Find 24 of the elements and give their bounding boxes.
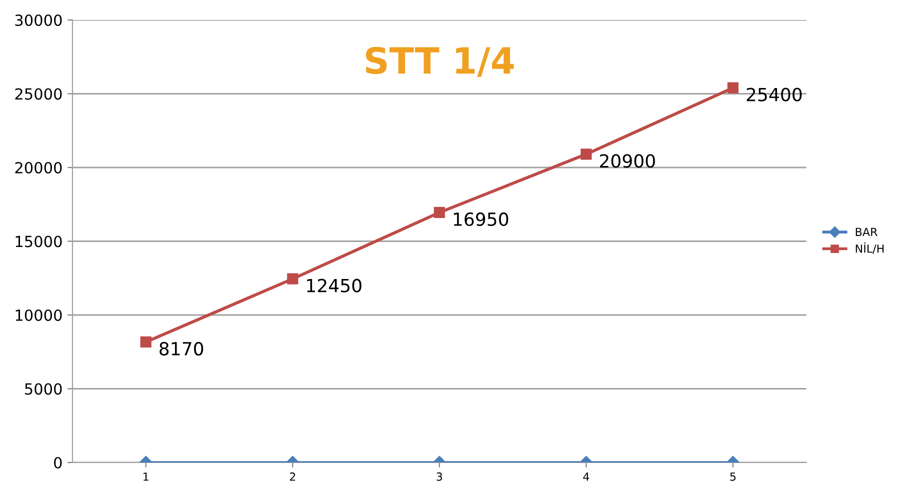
- point: [580, 148, 592, 160]
- data-label: 16950: [454, 212, 508, 226]
- data-label: 12450: [307, 278, 362, 292]
- point: [434, 206, 445, 218]
- data-label: 8170: [160, 342, 204, 356]
- y-tick-label: 20000: [15, 162, 62, 174]
- text: STT 1/4: [366, 46, 514, 77]
- x-tick-label: 5: [730, 472, 736, 481]
- y-tick-label: 30000: [15, 14, 62, 26]
- point: [727, 82, 739, 94]
- x-tick-label: 4: [583, 472, 590, 481]
- data-label: 25400: [746, 88, 802, 102]
- y-tick-label: 0: [54, 456, 62, 469]
- point: [287, 273, 298, 284]
- legend-label: BAR: [856, 228, 878, 236]
- x-tick-label: 3: [436, 472, 442, 481]
- y-tick-label: 5000: [25, 383, 62, 395]
- x-tick-label: 2: [290, 472, 296, 481]
- x-tick-label: 1: [144, 472, 148, 481]
- legend-label: NİL/H: [856, 242, 884, 254]
- y-tick-label: 25000: [15, 88, 62, 100]
- data-label: 20900: [600, 154, 655, 168]
- y-tick-label: 10000: [16, 309, 62, 322]
- y-tick-label: 15000: [16, 236, 62, 248]
